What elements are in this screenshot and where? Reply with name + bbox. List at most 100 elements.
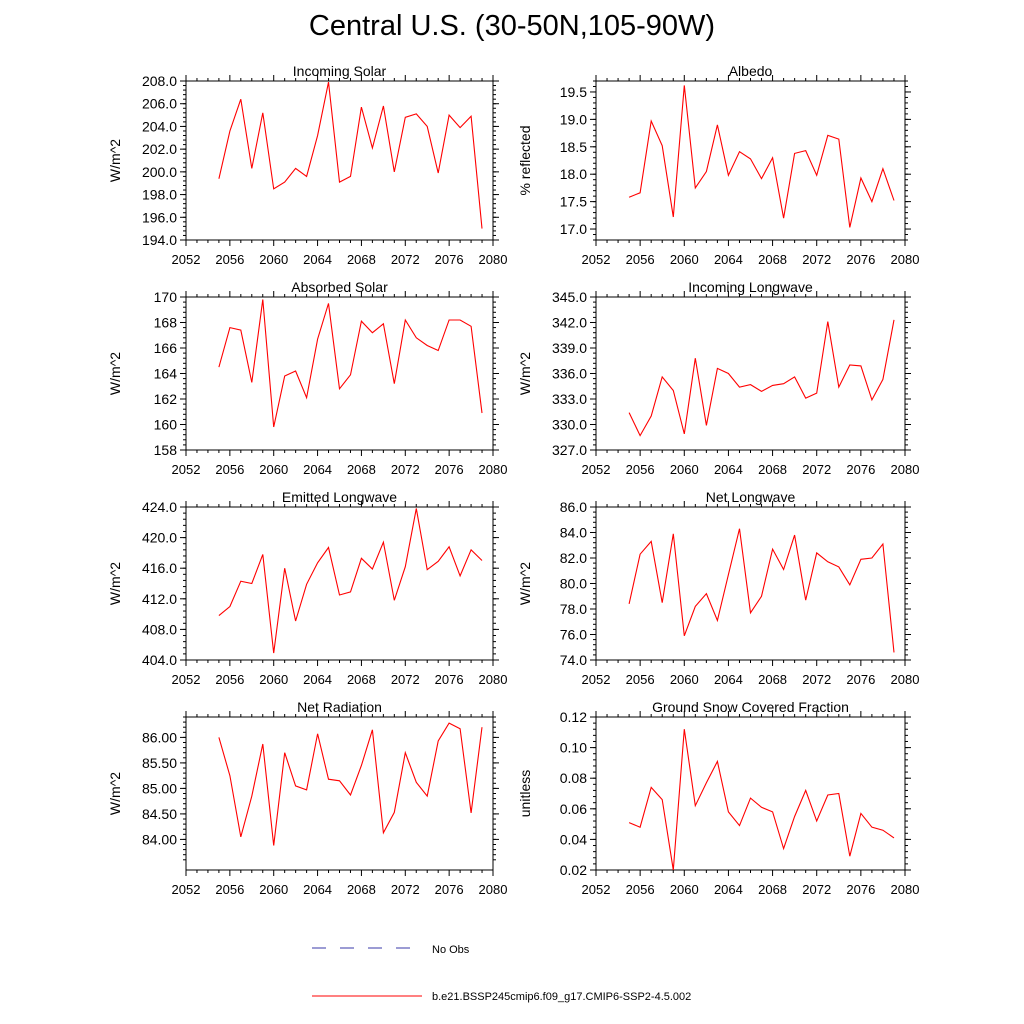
y-tick-label: 0.10 xyxy=(560,740,587,756)
x-tick-label: 2080 xyxy=(891,462,920,477)
y-tick-label: 202.0 xyxy=(142,141,177,157)
x-tick-label: 2056 xyxy=(215,672,244,687)
legend-label-obs: No Obs xyxy=(432,944,470,956)
series-line-1 xyxy=(628,319,895,437)
y-tick-label: 0.04 xyxy=(560,831,587,847)
x-tick-label: 2080 xyxy=(479,882,508,897)
y-tick-label: 345.0 xyxy=(552,289,587,305)
x-tick-label: 2072 xyxy=(391,252,420,267)
x-tick-label: 2076 xyxy=(435,882,464,897)
x-tick-label: 2064 xyxy=(303,462,332,477)
series-line-1 xyxy=(628,85,895,228)
x-tick-label: 2068 xyxy=(347,462,376,477)
y-tick-label: 164 xyxy=(154,366,178,382)
x-tick-label: 2052 xyxy=(582,672,611,687)
y-tick-label: 412.0 xyxy=(142,591,177,607)
x-tick-label: 2056 xyxy=(215,462,244,477)
y-tick-label: 204.0 xyxy=(142,118,177,134)
x-tick-label: 2060 xyxy=(670,462,699,477)
y-tick-label: 327.0 xyxy=(552,442,587,458)
x-tick-label: 2064 xyxy=(303,672,332,687)
y-tick-label: 170 xyxy=(154,289,178,305)
y-tick-label: 84.50 xyxy=(142,806,177,822)
plot-frame xyxy=(595,716,906,871)
x-tick-label: 2064 xyxy=(714,462,743,477)
y-tick-label: 168 xyxy=(154,315,178,331)
chart-panel-5: Emitted Longwave W/m^2 2052 2056 2060 2064 206… xyxy=(107,489,507,687)
y-tick-label: 420.0 xyxy=(142,530,177,546)
legend: No Obs b.e21.BSSP245cmip6.f09_g17.CMIP6-S… xyxy=(312,944,691,1003)
x-tick-label: 2076 xyxy=(846,882,875,897)
y-axis-label: W/m^2 xyxy=(107,352,123,395)
y-tick-label: 18.5 xyxy=(560,139,587,155)
y-tick-label: 160 xyxy=(154,417,178,433)
legend-label-model: b.e21.BSSP245cmip6.f09_g17.CMIP6-SSP2-4.… xyxy=(432,991,691,1003)
y-axis-label: W/m^2 xyxy=(107,562,123,605)
panel-title: Incoming Solar xyxy=(293,63,387,79)
series-line-1 xyxy=(218,722,483,846)
panel-title: Net Longwave xyxy=(706,489,796,505)
x-tick-label: 2052 xyxy=(582,252,611,267)
x-tick-label: 2068 xyxy=(347,882,376,897)
x-tick-label: 2072 xyxy=(391,462,420,477)
x-tick-label: 2068 xyxy=(758,672,787,687)
x-tick-label: 2076 xyxy=(846,252,875,267)
x-tick-label: 2052 xyxy=(582,882,611,897)
x-tick-label: 2064 xyxy=(303,252,332,267)
chart-panel-1: Incoming Solar W/m^2 2052 2056 2060 2064 2068 2… xyxy=(107,63,507,267)
x-tick-label: 2060 xyxy=(259,462,288,477)
x-tick-label: 2080 xyxy=(479,672,508,687)
plot-frame xyxy=(595,80,906,241)
y-tick-label: 0.12 xyxy=(560,709,587,725)
y-tick-label: 84.00 xyxy=(142,831,177,847)
x-tick-label: 2068 xyxy=(347,672,376,687)
y-tick-label: 18.0 xyxy=(560,166,587,182)
x-tick-label: 2080 xyxy=(479,462,508,477)
y-tick-label: 76.0 xyxy=(560,627,587,643)
x-tick-label: 2072 xyxy=(391,672,420,687)
y-tick-label: 17.0 xyxy=(560,221,587,237)
x-tick-label: 2052 xyxy=(172,462,201,477)
y-tick-label: 85.50 xyxy=(142,755,177,771)
panel-title: Ground Snow Covered Fraction xyxy=(652,699,849,715)
y-tick-label: 85.00 xyxy=(142,780,177,796)
series-line-1 xyxy=(628,528,895,653)
y-tick-label: 74.0 xyxy=(560,652,587,668)
plot-frame xyxy=(185,716,494,871)
x-tick-label: 2072 xyxy=(802,672,831,687)
y-tick-label: 416.0 xyxy=(142,560,177,576)
x-tick-label: 2056 xyxy=(626,672,655,687)
x-tick-label: 2064 xyxy=(303,882,332,897)
panel-title: Emitted Longwave xyxy=(282,489,397,505)
y-tick-label: 0.02 xyxy=(560,862,587,878)
x-tick-label: 2064 xyxy=(714,672,743,687)
x-tick-label: 2056 xyxy=(626,462,655,477)
y-tick-label: 17.5 xyxy=(560,194,587,210)
x-tick-label: 2056 xyxy=(626,252,655,267)
x-tick-label: 2076 xyxy=(846,462,875,477)
plot-frame xyxy=(185,506,494,661)
y-tick-label: 198.0 xyxy=(142,187,177,203)
x-tick-label: 2052 xyxy=(172,882,201,897)
plot-frame xyxy=(185,296,494,451)
y-tick-label: 200.0 xyxy=(142,164,177,180)
x-tick-label: 2068 xyxy=(758,462,787,477)
x-tick-label: 2056 xyxy=(626,882,655,897)
x-tick-label: 2080 xyxy=(479,252,508,267)
y-tick-label: 86.00 xyxy=(142,729,177,745)
y-tick-label: 208.0 xyxy=(142,73,177,89)
x-tick-label: 2064 xyxy=(714,252,743,267)
x-tick-label: 2080 xyxy=(891,252,920,267)
x-tick-label: 2064 xyxy=(714,882,743,897)
x-tick-label: 2080 xyxy=(891,882,920,897)
y-axis-label: unitless xyxy=(517,770,533,817)
x-tick-label: 2052 xyxy=(172,252,201,267)
y-tick-label: 86.0 xyxy=(560,499,587,515)
y-tick-label: 330.0 xyxy=(552,417,587,433)
y-tick-label: 333.0 xyxy=(552,391,587,407)
x-tick-label: 2072 xyxy=(802,462,831,477)
x-tick-label: 2080 xyxy=(891,672,920,687)
y-tick-label: 158 xyxy=(154,442,178,458)
y-tick-label: 424.0 xyxy=(142,499,177,515)
